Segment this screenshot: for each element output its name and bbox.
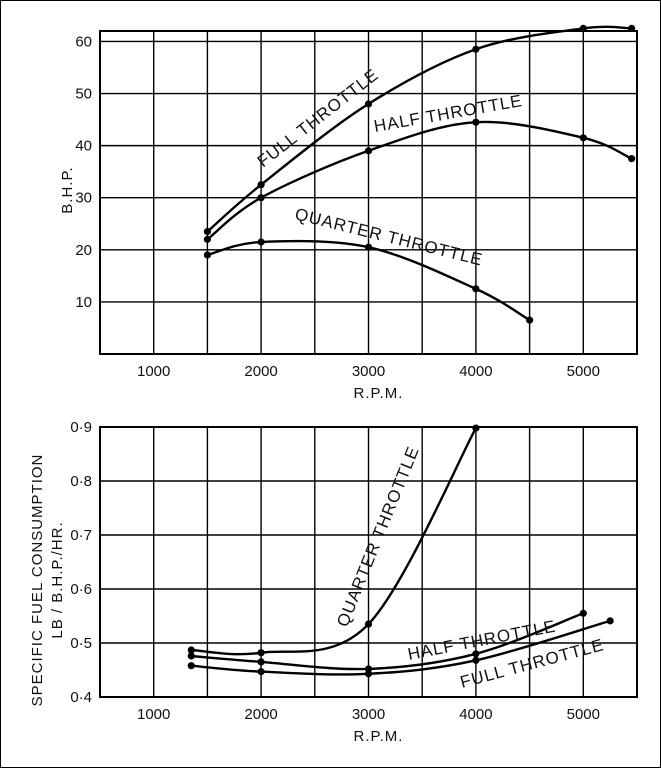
bot-full-throttle-line: [190, 619, 612, 676]
bot-x-tick-label: 3000: [352, 706, 385, 723]
top-half-throttle-point: [472, 118, 480, 126]
bot-quarter-throttle-point: [364, 620, 373, 628]
top-quarter-throttle-point: [364, 243, 373, 251]
bot-half-throttle-point: [472, 650, 480, 658]
bot-full-throttle-point: [472, 656, 480, 664]
top-quarter-throttle-point: [257, 238, 265, 246]
bhp-x-ticks: 1000 2000 3000 4000 5000: [137, 363, 600, 380]
bot-y-tick-label: 0·9: [70, 419, 92, 436]
top-half-throttle-point: [364, 147, 373, 155]
bot-y-tick-label: 0·5: [70, 635, 92, 652]
sfc-chart: 1000 2000 3000 4000 5000 0·40·50·60·70·80·9 …: [29, 419, 638, 745]
top-half-throttle-line: [206, 120, 633, 241]
top-y-tick-label: 10: [75, 294, 92, 311]
top-half-throttle-point: [628, 155, 636, 163]
top-y-tick-label: 60: [75, 33, 92, 50]
bot-x-tick-label: 4000: [459, 706, 492, 723]
sfc-x-ticks: 1000 2000 3000 4000 5000: [137, 706, 600, 723]
bot-quarter-throttle-point: [257, 649, 265, 657]
top-half-throttle-point: [579, 134, 587, 142]
sfc-series: [187, 424, 614, 678]
top-y-tick-label: 30: [75, 190, 92, 207]
bot-half-throttle-point: [579, 609, 587, 617]
top-y-tick-label: 40: [75, 138, 92, 155]
bot-quarter-throttle-point: [472, 424, 480, 432]
bot-half-throttle-point: [257, 658, 265, 666]
bhp-full-throttle-label: FULL THROTTLE: [254, 65, 382, 171]
top-full-throttle-point: [472, 45, 480, 53]
sfc-y-ticks: 0·4 0·5 0·6 0·7 0·8 0·9: [70, 419, 92, 706]
bhp-x-axis-label: R.P.M.: [354, 385, 404, 402]
top-full-throttle-point: [628, 24, 636, 32]
bot-quarter-throttle-line: [190, 426, 478, 656]
bot-x-tick-label: 5000: [567, 706, 600, 723]
bhp-y-axis-label: B.H.P.: [59, 166, 76, 213]
bot-y-tick-label: 0·4: [70, 689, 92, 706]
bhp-plot-frame: [99, 30, 638, 355]
bot-full-throttle-point: [364, 670, 373, 678]
bot-y-tick-label: 0·6: [70, 581, 92, 598]
top-quarter-throttle-point: [472, 285, 480, 293]
sfc-plot-frame: [99, 426, 638, 698]
top-y-tick-label: 50: [75, 86, 92, 103]
bhp-grid: [100, 31, 637, 354]
bhp-y-ticks: 10 20 30 40 50 60: [75, 33, 92, 310]
bot-y-tick-label: 0·7: [70, 527, 92, 544]
top-full-throttle-point: [579, 24, 587, 32]
top-half-throttle-point: [203, 235, 211, 243]
top-x-tick-label: 3000: [352, 363, 385, 380]
top-half-throttle-point: [257, 194, 265, 202]
top-x-tick-label: 1000: [137, 363, 170, 380]
top-full-throttle-point: [203, 227, 211, 236]
top-quarter-throttle-point: [526, 316, 534, 324]
sfc-y-axis-label: SPECIFIC FUEL CONSUMPTION: [29, 454, 46, 707]
sfc-x-axis-label: R.P.M.: [354, 728, 404, 745]
bhp-half-throttle-label: HALF THROTTLE: [372, 91, 524, 136]
top-x-tick-label: 5000: [567, 363, 600, 380]
bot-half-throttle-point: [187, 652, 195, 660]
bot-quarter-throttle-point: [187, 646, 195, 654]
bhp-chart: 1000 2000 3000 4000 5000 10 20 30 40 50 60 R.P.M.…: [59, 24, 638, 402]
bhp-curve-labels: FULL THROTTLE HALF THROTTLE QUARTER THRO…: [254, 65, 524, 270]
bot-full-throttle-point: [187, 662, 195, 670]
sfc-quarter-throttle-label: QUARTER THROTTLE: [333, 443, 423, 629]
sfc-y-axis-units: LB / B.H.P./HR.: [49, 521, 66, 638]
top-x-tick-label: 4000: [459, 363, 492, 380]
bot-full-throttle-point: [606, 617, 614, 625]
top-full-throttle-line: [206, 25, 633, 233]
top-full-throttle-point: [257, 181, 265, 189]
bot-full-throttle-point: [257, 668, 265, 676]
bhp-series: [203, 24, 636, 324]
top-full-throttle-point: [364, 100, 373, 108]
bot-x-tick-label: 2000: [244, 706, 277, 723]
top-y-tick-label: 20: [75, 242, 92, 259]
bot-y-tick-label: 0·8: [70, 473, 92, 490]
top-quarter-throttle-point: [203, 251, 211, 259]
bhp-quarter-throttle-label: QUARTER THROTTLE: [293, 204, 485, 269]
top-x-tick-label: 2000: [244, 363, 277, 380]
bot-x-tick-label: 1000: [137, 706, 170, 723]
